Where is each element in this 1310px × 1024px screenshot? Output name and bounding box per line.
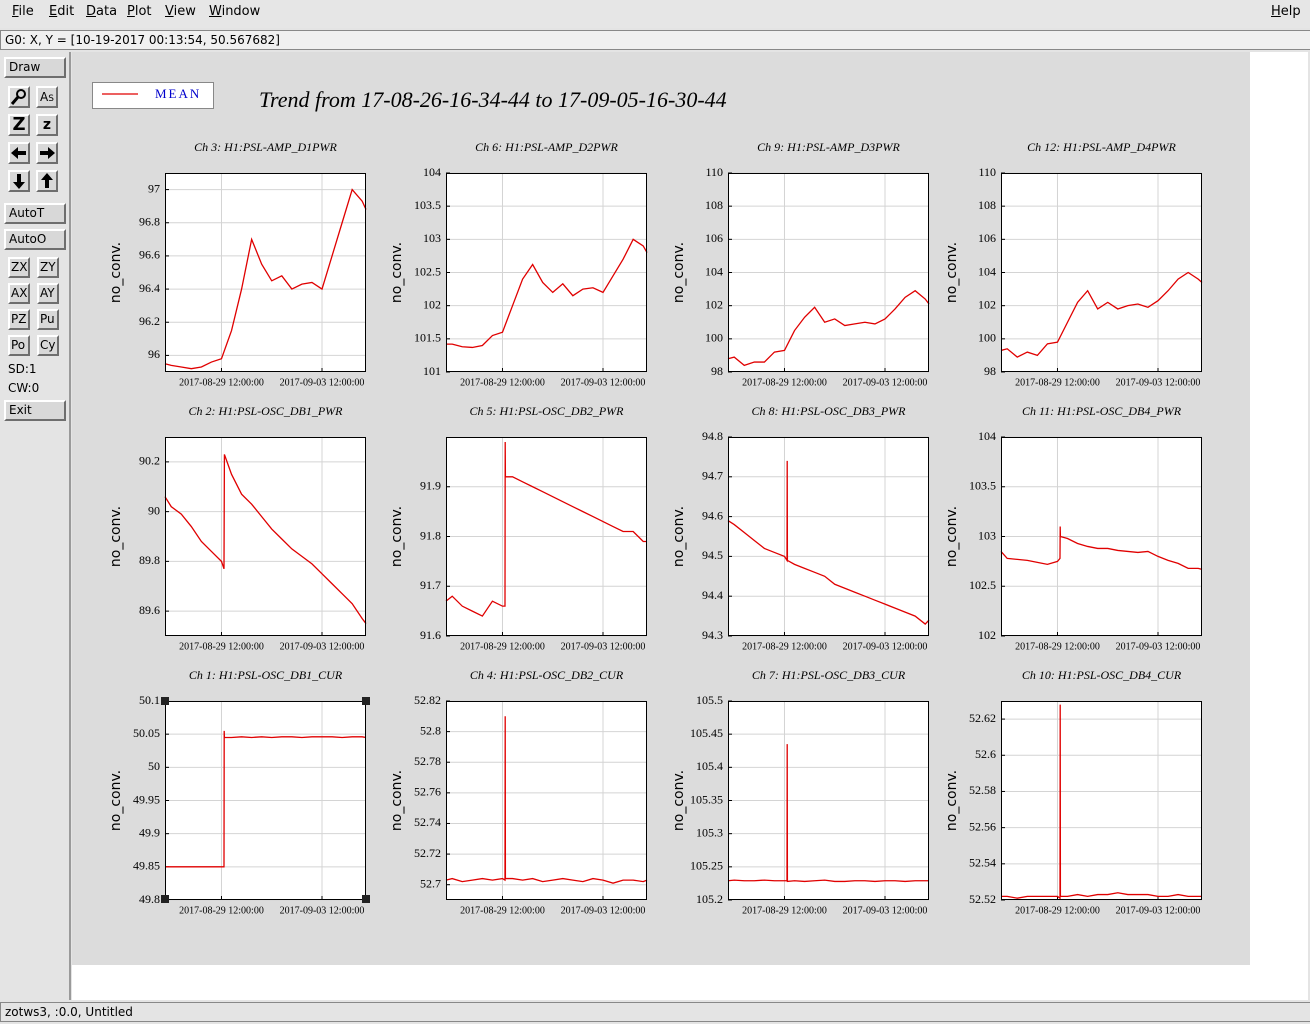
status-label: CW:0 — [8, 381, 40, 395]
autoscale-button[interactable]: AS — [36, 86, 58, 108]
status-bar: zotws3, :0.0, Untitled — [0, 1002, 1310, 1022]
tool-button[interactable]: Po — [8, 335, 30, 356]
tool-button[interactable]: ZX — [8, 257, 30, 278]
status-label: SD:1 — [8, 362, 37, 376]
arrow-icon — [40, 147, 55, 159]
tool-button[interactable]: ZY — [37, 257, 59, 278]
auto-button[interactable]: AutoT — [4, 203, 66, 224]
pan-left-button[interactable] — [8, 142, 30, 164]
menu-item[interactable]: Plot — [127, 4, 152, 19]
menu-item[interactable]: Edit — [49, 4, 75, 19]
coordinates-bar: G0: X, Y = [10-19-2017 00:13:54, 50.5676… — [0, 30, 1310, 50]
pan-down-button[interactable] — [8, 170, 30, 192]
arrow-icon — [41, 173, 53, 188]
menu-item[interactable]: Data — [86, 4, 118, 19]
zoom-out-button[interactable]: z — [36, 114, 58, 136]
menu-item[interactable]: Help — [1271, 4, 1301, 19]
menu-item[interactable]: Window — [209, 4, 261, 19]
zoom-in-button[interactable]: Z — [8, 114, 30, 136]
menu-item[interactable]: File — [12, 4, 34, 19]
tool-button[interactable]: Cy — [37, 335, 59, 356]
pan-right-button[interactable] — [36, 142, 58, 164]
magnifier-icon — [10, 89, 26, 105]
draw-button[interactable]: Draw — [4, 57, 66, 78]
arrow-icon — [13, 174, 25, 189]
pan-up-button[interactable] — [36, 170, 58, 192]
toolbar: Draw AS Z z AutoT AutoO ZX ZY AX AY PZ P… — [0, 52, 71, 1000]
auto-button[interactable]: AutoO — [4, 229, 66, 250]
icon-letter: S — [48, 94, 54, 104]
tool-button[interactable]: PZ — [8, 309, 30, 330]
arrow-icon — [11, 147, 26, 159]
zoom-tool-button[interactable] — [8, 86, 30, 108]
menu-item[interactable]: View — [165, 4, 196, 19]
exit-button[interactable]: Exit — [4, 400, 66, 421]
tool-button[interactable]: Pu — [37, 309, 59, 330]
main-area — [72, 52, 1308, 1000]
tool-button[interactable]: AX — [8, 283, 30, 304]
menu-bar: File Edit Data Plot View Window Help — [0, 0, 1310, 28]
tool-button[interactable]: AY — [37, 283, 59, 304]
icon-letter: A — [40, 90, 49, 104]
